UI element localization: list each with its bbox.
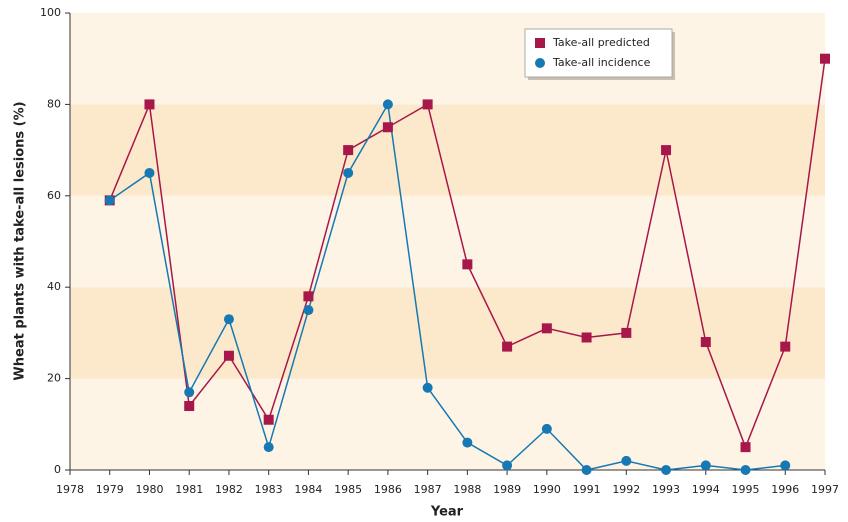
x-tick-label: 1996 bbox=[771, 483, 799, 496]
marker bbox=[422, 99, 433, 110]
x-tick-label: 1988 bbox=[453, 483, 481, 496]
legend-label: Take-all predicted bbox=[552, 36, 650, 49]
x-tick-label: 1995 bbox=[732, 483, 760, 496]
series-line bbox=[109, 102, 786, 471]
legend-marker bbox=[535, 58, 545, 68]
marker bbox=[303, 291, 314, 302]
y-axis-title: Wheat plants with take-all lesions (%) bbox=[13, 101, 28, 380]
marker bbox=[382, 99, 393, 110]
marker bbox=[820, 53, 830, 64]
marker bbox=[700, 460, 711, 471]
marker bbox=[263, 414, 274, 425]
marker bbox=[144, 99, 155, 110]
marker bbox=[581, 332, 592, 343]
marker bbox=[343, 145, 354, 156]
marker bbox=[502, 460, 513, 471]
marker bbox=[502, 341, 513, 352]
x-tick-label: 1997 bbox=[811, 483, 839, 496]
x-tick-label: 1985 bbox=[334, 483, 362, 496]
x-axis-title: Year bbox=[430, 505, 464, 520]
marker bbox=[581, 465, 592, 475]
marker bbox=[541, 423, 552, 434]
marker bbox=[184, 387, 195, 398]
x-tick-label: 1991 bbox=[573, 483, 601, 496]
marker bbox=[303, 305, 314, 316]
x-tick-label: 1989 bbox=[493, 483, 521, 496]
y-tick-label: 40 bbox=[47, 280, 61, 293]
marker bbox=[462, 259, 473, 270]
marker bbox=[541, 323, 552, 334]
marker bbox=[343, 167, 354, 178]
x-tick-label: 1978 bbox=[56, 483, 84, 496]
marker bbox=[184, 401, 195, 412]
band bbox=[70, 13, 825, 105]
marker bbox=[740, 442, 751, 453]
marker bbox=[621, 327, 632, 338]
marker bbox=[621, 455, 632, 466]
marker bbox=[740, 465, 751, 475]
band bbox=[70, 378, 825, 470]
marker bbox=[462, 437, 473, 448]
band bbox=[70, 104, 825, 196]
marker bbox=[661, 465, 672, 475]
x-tick-label: 1983 bbox=[255, 483, 283, 496]
y-tick-label: 100 bbox=[40, 6, 61, 19]
marker bbox=[780, 341, 791, 352]
marker bbox=[382, 122, 393, 133]
y-tick-label: 80 bbox=[47, 97, 61, 110]
x-tick-label: 1992 bbox=[612, 483, 640, 496]
marker bbox=[223, 350, 234, 361]
x-tick-label: 1986 bbox=[374, 483, 402, 496]
legend-box bbox=[524, 28, 673, 78]
marker bbox=[422, 382, 433, 393]
y-tick-label: 20 bbox=[47, 372, 61, 385]
marker bbox=[661, 145, 672, 156]
marker bbox=[700, 337, 711, 348]
x-tick-label: 1990 bbox=[533, 483, 561, 496]
x-tick-label: 1987 bbox=[414, 483, 442, 496]
legend-marker bbox=[535, 38, 545, 48]
marker bbox=[104, 195, 115, 206]
x-tick-label: 1980 bbox=[135, 483, 163, 496]
y-tick-label: 0 bbox=[54, 463, 61, 476]
x-tick-label: 1982 bbox=[215, 483, 243, 496]
y-tick-label: 60 bbox=[47, 189, 61, 202]
x-tick-label: 1984 bbox=[294, 483, 322, 496]
marker bbox=[144, 167, 155, 178]
marker bbox=[263, 442, 274, 453]
x-tick-label: 1994 bbox=[692, 483, 720, 496]
marker bbox=[223, 314, 234, 325]
x-tick-label: 1979 bbox=[96, 483, 124, 496]
band bbox=[70, 287, 825, 379]
band bbox=[70, 195, 825, 288]
x-tick-label: 1981 bbox=[175, 483, 203, 496]
marker bbox=[780, 460, 791, 471]
x-tick-label: 1993 bbox=[652, 483, 680, 496]
legend-label: Take-all incidence bbox=[552, 56, 651, 69]
